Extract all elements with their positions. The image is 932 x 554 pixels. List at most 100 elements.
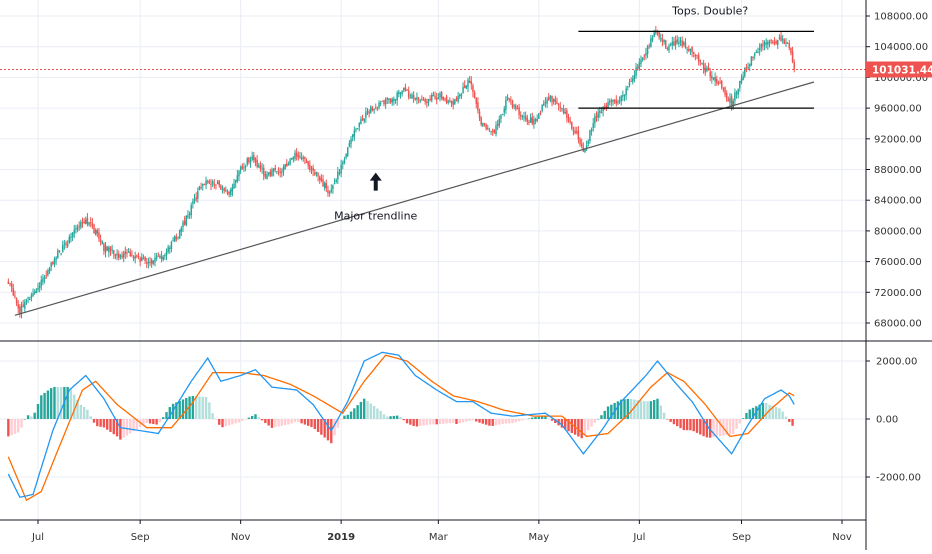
candle-body (594, 116, 596, 124)
candle-body (254, 158, 257, 163)
histogram-bar (606, 406, 610, 419)
candle-body (431, 94, 433, 101)
last-price-badge[interactable]: 101031.44 (866, 61, 932, 78)
drawings[interactable]: Tops. Double? Major trendline (14, 4, 815, 316)
histogram-bar (267, 419, 270, 426)
histogram-bar (158, 419, 162, 423)
candle-body (691, 46, 693, 53)
candle-body (286, 163, 288, 167)
trendline-annotation[interactable]: Major trendline (334, 209, 417, 222)
candle-body (645, 53, 647, 56)
candle-body (786, 42, 789, 44)
candle-body (538, 113, 540, 119)
candle-body (633, 75, 636, 80)
candle-body (195, 197, 197, 200)
histogram-bar (448, 419, 452, 424)
candle-body (200, 187, 202, 189)
candle-body (566, 110, 568, 118)
candle-body (38, 285, 41, 288)
candle-body (422, 99, 425, 101)
candle-body (94, 229, 97, 235)
grid (0, 0, 866, 520)
histogram-bar (221, 419, 224, 428)
candle-body (78, 225, 80, 227)
histogram-bar (646, 401, 649, 419)
candle-body (720, 81, 723, 88)
candle-body (19, 306, 21, 315)
candle-body (510, 99, 512, 101)
candle-body (424, 99, 426, 102)
candle-body (635, 67, 637, 76)
candle-body (432, 94, 435, 97)
histogram-bar (461, 419, 465, 423)
macd-axis-label: 2000.00 (876, 357, 917, 368)
histogram-bar (76, 399, 79, 419)
histogram-bar (287, 419, 290, 425)
candle-body (755, 52, 758, 54)
candle-body (170, 241, 173, 249)
macd-pane[interactable] (0, 340, 932, 502)
candle-body (42, 278, 44, 282)
time-axis-label: Jul (31, 532, 44, 543)
candle-body (117, 253, 120, 259)
price-axis-label: 76000.00 (874, 257, 922, 268)
major-trendline[interactable] (14, 81, 815, 316)
candle-body (447, 100, 449, 103)
candle-body (658, 32, 660, 38)
candle-body (694, 55, 697, 57)
candle-body (233, 183, 235, 189)
candle-body (482, 123, 484, 126)
candle-body (386, 97, 389, 99)
histogram-bar (214, 419, 218, 420)
histogram-bar (600, 415, 603, 419)
histogram-bar (639, 400, 643, 419)
candle-body (618, 100, 621, 102)
candle-body (371, 108, 374, 111)
histogram-bar (478, 419, 481, 423)
histogram-bar (735, 419, 738, 429)
histogram-bar (534, 416, 537, 419)
histogram-bar (395, 415, 399, 419)
histogram-bar (768, 404, 771, 419)
candle-body (716, 78, 718, 83)
candle-body (234, 179, 237, 183)
candle-body (290, 158, 293, 160)
candle-body (607, 102, 609, 109)
histogram-bar (363, 398, 366, 419)
candle-body (29, 299, 31, 301)
candle-body (165, 251, 168, 256)
candle-body (406, 89, 408, 91)
candle-body (238, 171, 240, 177)
histogram-bar (656, 398, 659, 419)
histogram-bar (115, 419, 119, 437)
candle-body (689, 48, 692, 51)
candle-body (266, 174, 268, 179)
candle-body (541, 105, 543, 112)
candle-body (249, 160, 252, 163)
candle-body (91, 223, 94, 226)
candle-body (261, 167, 263, 169)
tops-annotation[interactable]: Tops. Double? (671, 4, 748, 17)
candle-body (215, 184, 217, 186)
candle-body (323, 183, 326, 189)
histogram-bar (732, 419, 735, 435)
candle-body (131, 254, 133, 256)
histogram-bar (152, 419, 155, 425)
histogram-bar (491, 419, 494, 426)
candle-body (119, 255, 122, 257)
candle-body (704, 67, 707, 73)
histogram-bar (415, 419, 419, 427)
candle-body (65, 242, 67, 245)
candle-body (197, 191, 199, 199)
histogram-bar (257, 417, 260, 419)
candle-body (68, 236, 71, 244)
candle-body (314, 172, 316, 175)
histogram-bar (468, 419, 471, 421)
candle-body (136, 255, 138, 257)
candle-body (564, 111, 566, 114)
histogram-bar (208, 402, 211, 419)
price-pane[interactable] (0, 26, 866, 319)
candle-body (175, 237, 178, 239)
candle-body (574, 130, 576, 134)
candle-body (61, 245, 64, 253)
